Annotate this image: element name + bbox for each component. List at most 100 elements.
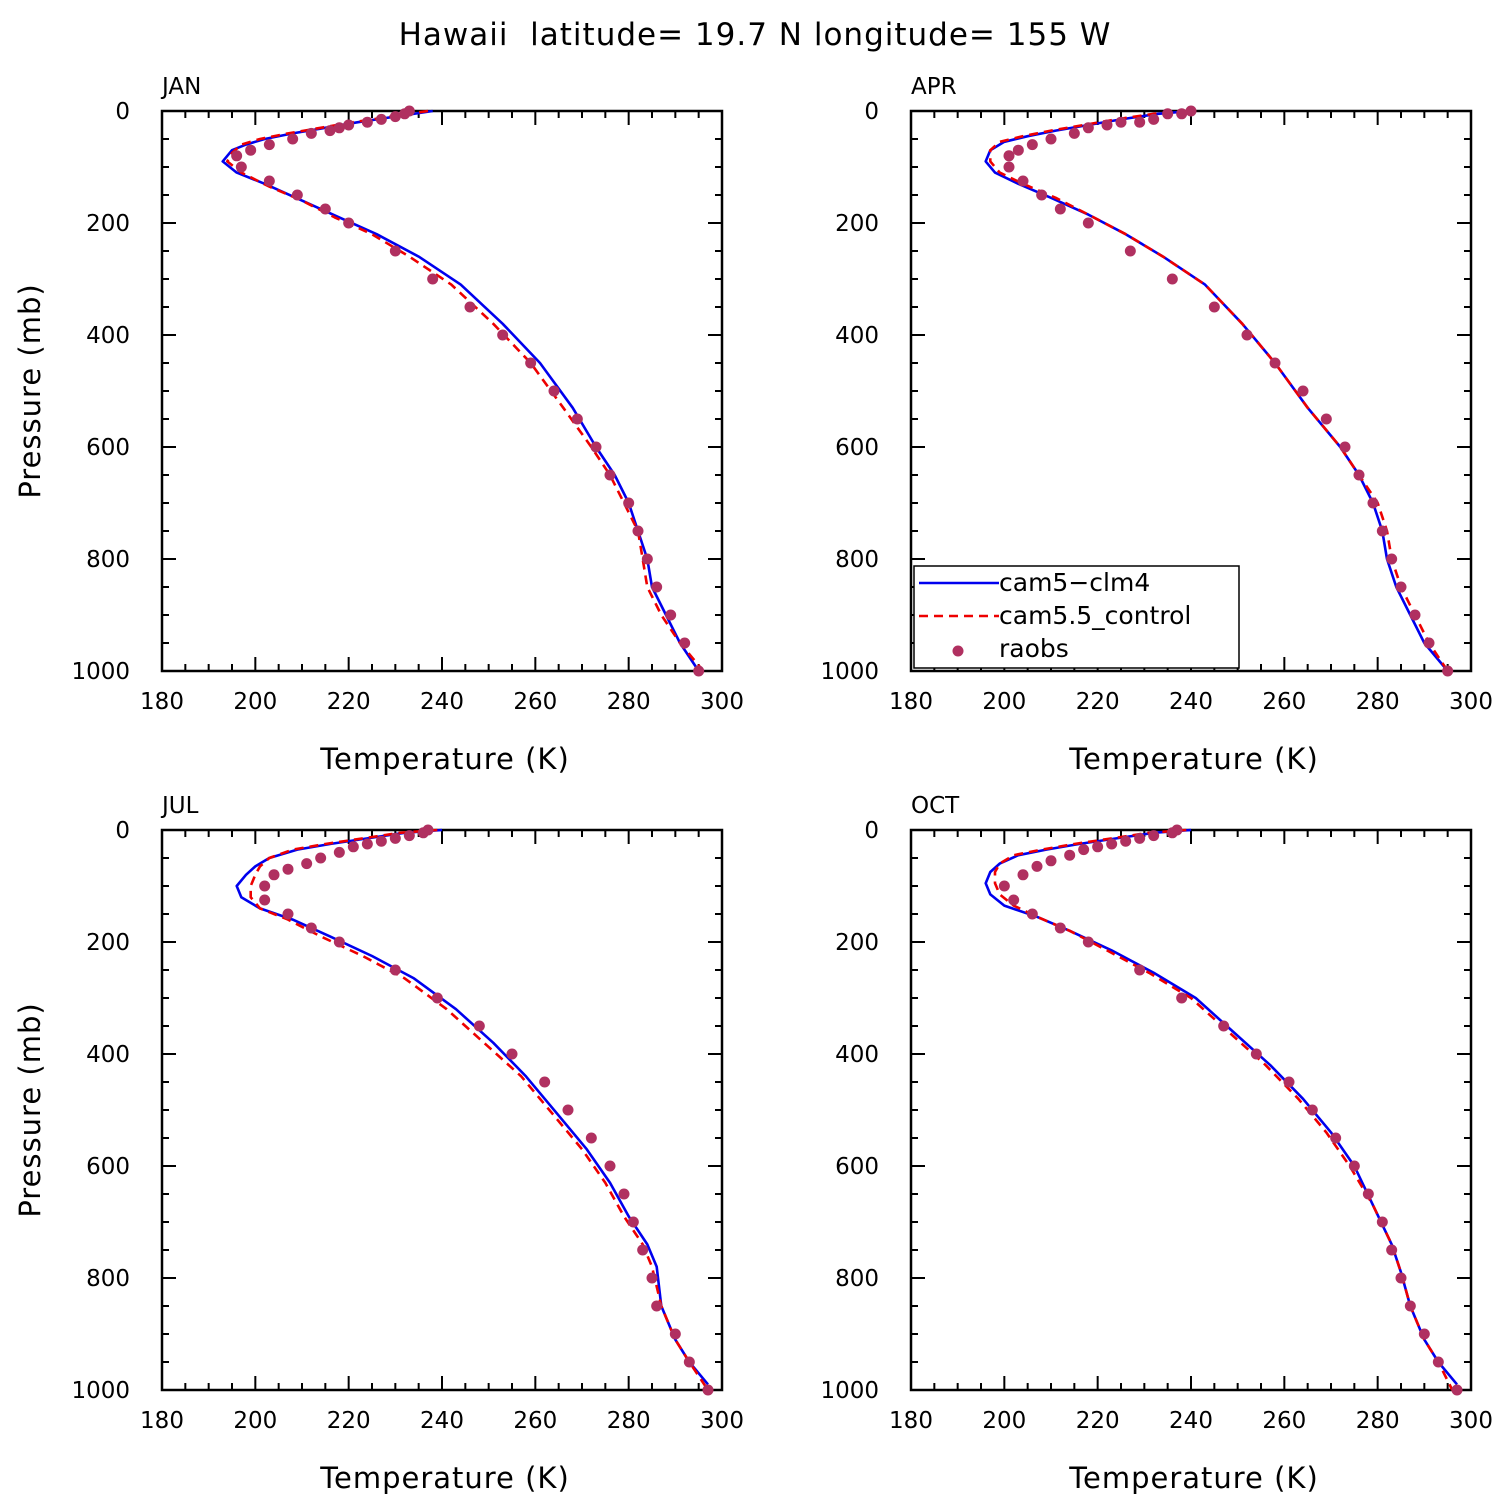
x-tick-label: 240	[420, 1408, 464, 1434]
series-raobs	[998, 824, 1463, 1396]
raobs-point	[1376, 525, 1388, 537]
raobs-point	[1404, 1300, 1416, 1312]
series-cam55-control-line	[226, 109, 705, 672]
x-tick-label: 300	[1449, 689, 1493, 715]
raobs-point	[361, 838, 373, 850]
x-tick-label: 180	[140, 689, 184, 715]
legend-raobs-marker	[952, 645, 964, 657]
x-tick-label: 200	[982, 1408, 1026, 1434]
raobs-point	[1054, 922, 1066, 934]
x-tick-label: 260	[1262, 1408, 1306, 1434]
plot-frame	[160, 828, 724, 1392]
raobs-point	[1134, 116, 1146, 128]
raobs-point	[585, 1132, 597, 1144]
raobs-point	[403, 830, 415, 842]
raobs-point	[604, 1160, 616, 1172]
x-axis-title: Temperature (K)	[1068, 1461, 1319, 1495]
series-raobs	[1003, 105, 1454, 677]
raobs-point	[1026, 139, 1038, 151]
raobs-point	[417, 827, 429, 839]
raobs-point	[399, 108, 411, 120]
raobs-point	[590, 441, 602, 453]
raobs-point	[618, 1188, 630, 1200]
raobs-point	[646, 1272, 658, 1284]
raobs-point	[319, 203, 331, 215]
raobs-point	[623, 497, 635, 509]
series-cam55-control-line	[249, 828, 710, 1391]
x-axis-title: Temperature (K)	[1068, 742, 1319, 776]
y-tick-label: 0	[864, 818, 879, 844]
series-raobs	[231, 105, 705, 677]
y-tick-label: 1000	[820, 1378, 879, 1404]
x-tick-label: 260	[1262, 689, 1306, 715]
raobs-point	[497, 329, 509, 341]
raobs-point	[427, 273, 439, 285]
y-tick-label: 200	[86, 930, 130, 956]
raobs-point	[1003, 150, 1015, 162]
raobs-point	[305, 922, 317, 934]
raobs-point	[1008, 894, 1020, 906]
raobs-point	[1306, 1104, 1318, 1116]
raobs-point	[1166, 273, 1178, 285]
y-tick-label: 600	[86, 435, 130, 461]
raobs-point	[263, 139, 275, 151]
raobs-point	[683, 1356, 695, 1368]
y-tick-label: 200	[835, 211, 879, 237]
raobs-point	[1078, 844, 1090, 856]
raobs-point	[562, 1104, 574, 1116]
raobs-point	[1012, 144, 1024, 156]
raobs-point	[282, 908, 294, 920]
raobs-point	[1409, 609, 1421, 621]
raobs-point	[1148, 830, 1160, 842]
series-cam55-control-line	[989, 109, 1449, 672]
raobs-point	[263, 175, 275, 187]
series-cam5-clm4-line	[984, 828, 1458, 1386]
y-tick-label: 600	[835, 435, 879, 461]
x-tick-label: 220	[1076, 689, 1120, 715]
raobs-point	[1134, 832, 1146, 844]
panel-apr: APR 180 200 220 240 260 280 300 0 200 400 600 800 100…	[820, 74, 1493, 776]
raobs-point	[1250, 1048, 1262, 1060]
raobs-point	[604, 469, 616, 481]
raobs-point	[1017, 175, 1029, 187]
raobs-point	[1386, 553, 1398, 565]
raobs-point	[315, 852, 327, 864]
raobs-point	[693, 665, 705, 677]
plot-frame	[909, 828, 1473, 1392]
raobs-point	[665, 609, 677, 621]
x-tick-label: 180	[889, 689, 933, 715]
x-tick-label: 200	[233, 1408, 277, 1434]
y-tick-label: 1000	[71, 1378, 130, 1404]
y-tick-label: 1000	[71, 659, 130, 685]
raobs-point	[1432, 1356, 1444, 1368]
raobs-point	[301, 858, 313, 870]
series-cam5-clm4-line	[984, 109, 1449, 672]
raobs-point	[343, 119, 355, 131]
x-tick-label: 300	[1449, 1408, 1493, 1434]
y-tick-label: 400	[835, 1042, 879, 1068]
x-tick-label: 280	[1356, 1408, 1400, 1434]
raobs-point	[282, 863, 294, 875]
raobs-point	[1208, 301, 1220, 313]
raobs-point	[333, 936, 345, 948]
panel-label: APR	[911, 74, 957, 100]
raobs-point	[1101, 119, 1113, 131]
x-tick-label: 260	[513, 1408, 557, 1434]
panel-jul: JUL 180 200 220 240 260 280 300 0 200 400 600 800 100…	[13, 793, 744, 1495]
raobs-point	[651, 1300, 663, 1312]
raobs-point	[347, 841, 359, 853]
x-tick-label: 220	[327, 1408, 371, 1434]
raobs-point	[1124, 245, 1136, 257]
x-tick-label: 180	[140, 1408, 184, 1434]
y-tick-label: 800	[86, 1266, 130, 1292]
raobs-point	[1054, 203, 1066, 215]
raobs-point	[1320, 413, 1332, 425]
raobs-point	[1386, 1244, 1398, 1256]
raobs-point	[375, 835, 387, 847]
raobs-point	[669, 1328, 681, 1340]
raobs-point	[333, 122, 345, 134]
y-tick-label: 0	[864, 99, 879, 125]
x-tick-label: 300	[700, 1408, 744, 1434]
